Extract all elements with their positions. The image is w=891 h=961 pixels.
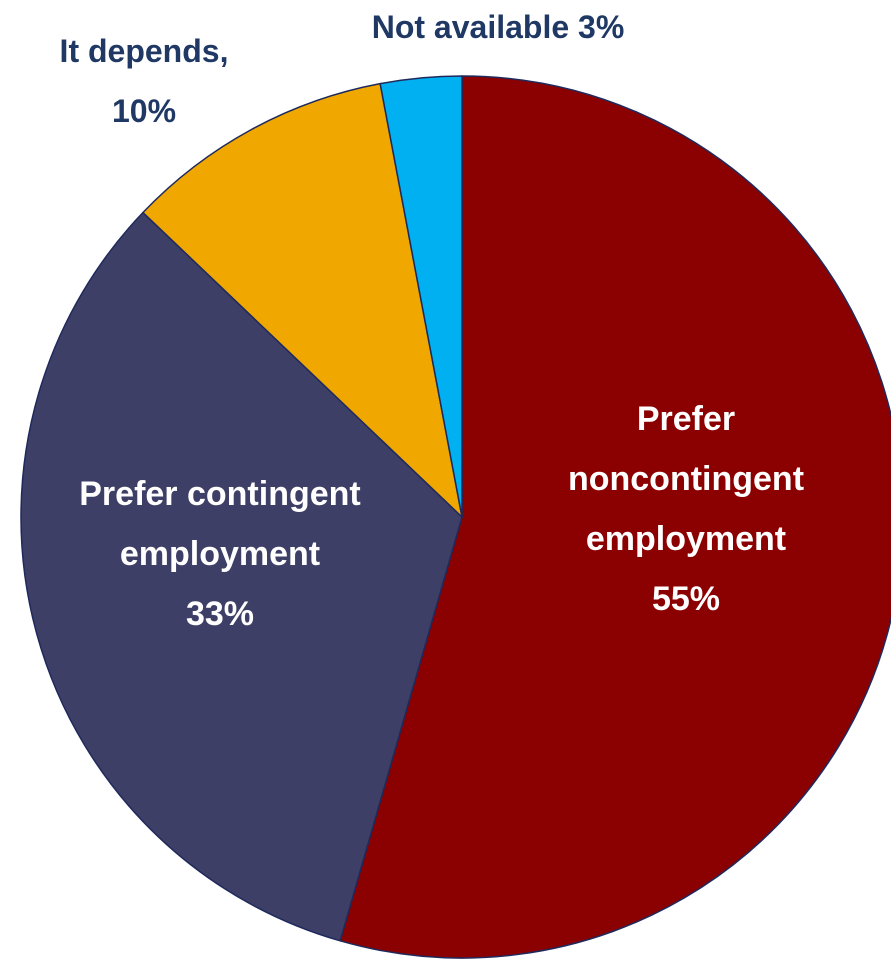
pie-label-line: 33% — [186, 595, 254, 633]
pie-slice-not-available — [379, 75, 463, 518]
pie-label-line: Prefer — [637, 400, 735, 438]
pie-label-line: It depends, — [60, 33, 229, 69]
pie-slice-it-depends — [142, 82, 463, 518]
pie-label-line: Prefer contingent — [79, 475, 360, 513]
pie-label-it-depends: It depends, 10% — [60, 33, 229, 129]
pie-slice-prefer-noncontingent-employment — [339, 75, 891, 959]
pie-slices — [20, 75, 891, 959]
pie-label-prefer-contingent-employment: Prefer contingent employment 33% — [79, 475, 360, 633]
pie-label-line: Not available 3% — [372, 9, 625, 45]
pie-labels: Prefer noncontingent employment 55% Prefer c… — [60, 9, 804, 633]
pie-label-line: 55% — [652, 580, 720, 618]
pie-label-line: employment — [586, 520, 786, 558]
pie-label-line: employment — [120, 535, 320, 573]
pie-label-prefer-noncontingent-employment: Prefer noncontingent employment 55% — [568, 400, 804, 618]
pie-label-not-available: Not available 3% — [372, 9, 625, 45]
pie-slice-prefer-contingent-employment — [20, 211, 463, 942]
pie-label-line: noncontingent — [568, 460, 804, 498]
pie-label-line: 10% — [112, 93, 176, 129]
